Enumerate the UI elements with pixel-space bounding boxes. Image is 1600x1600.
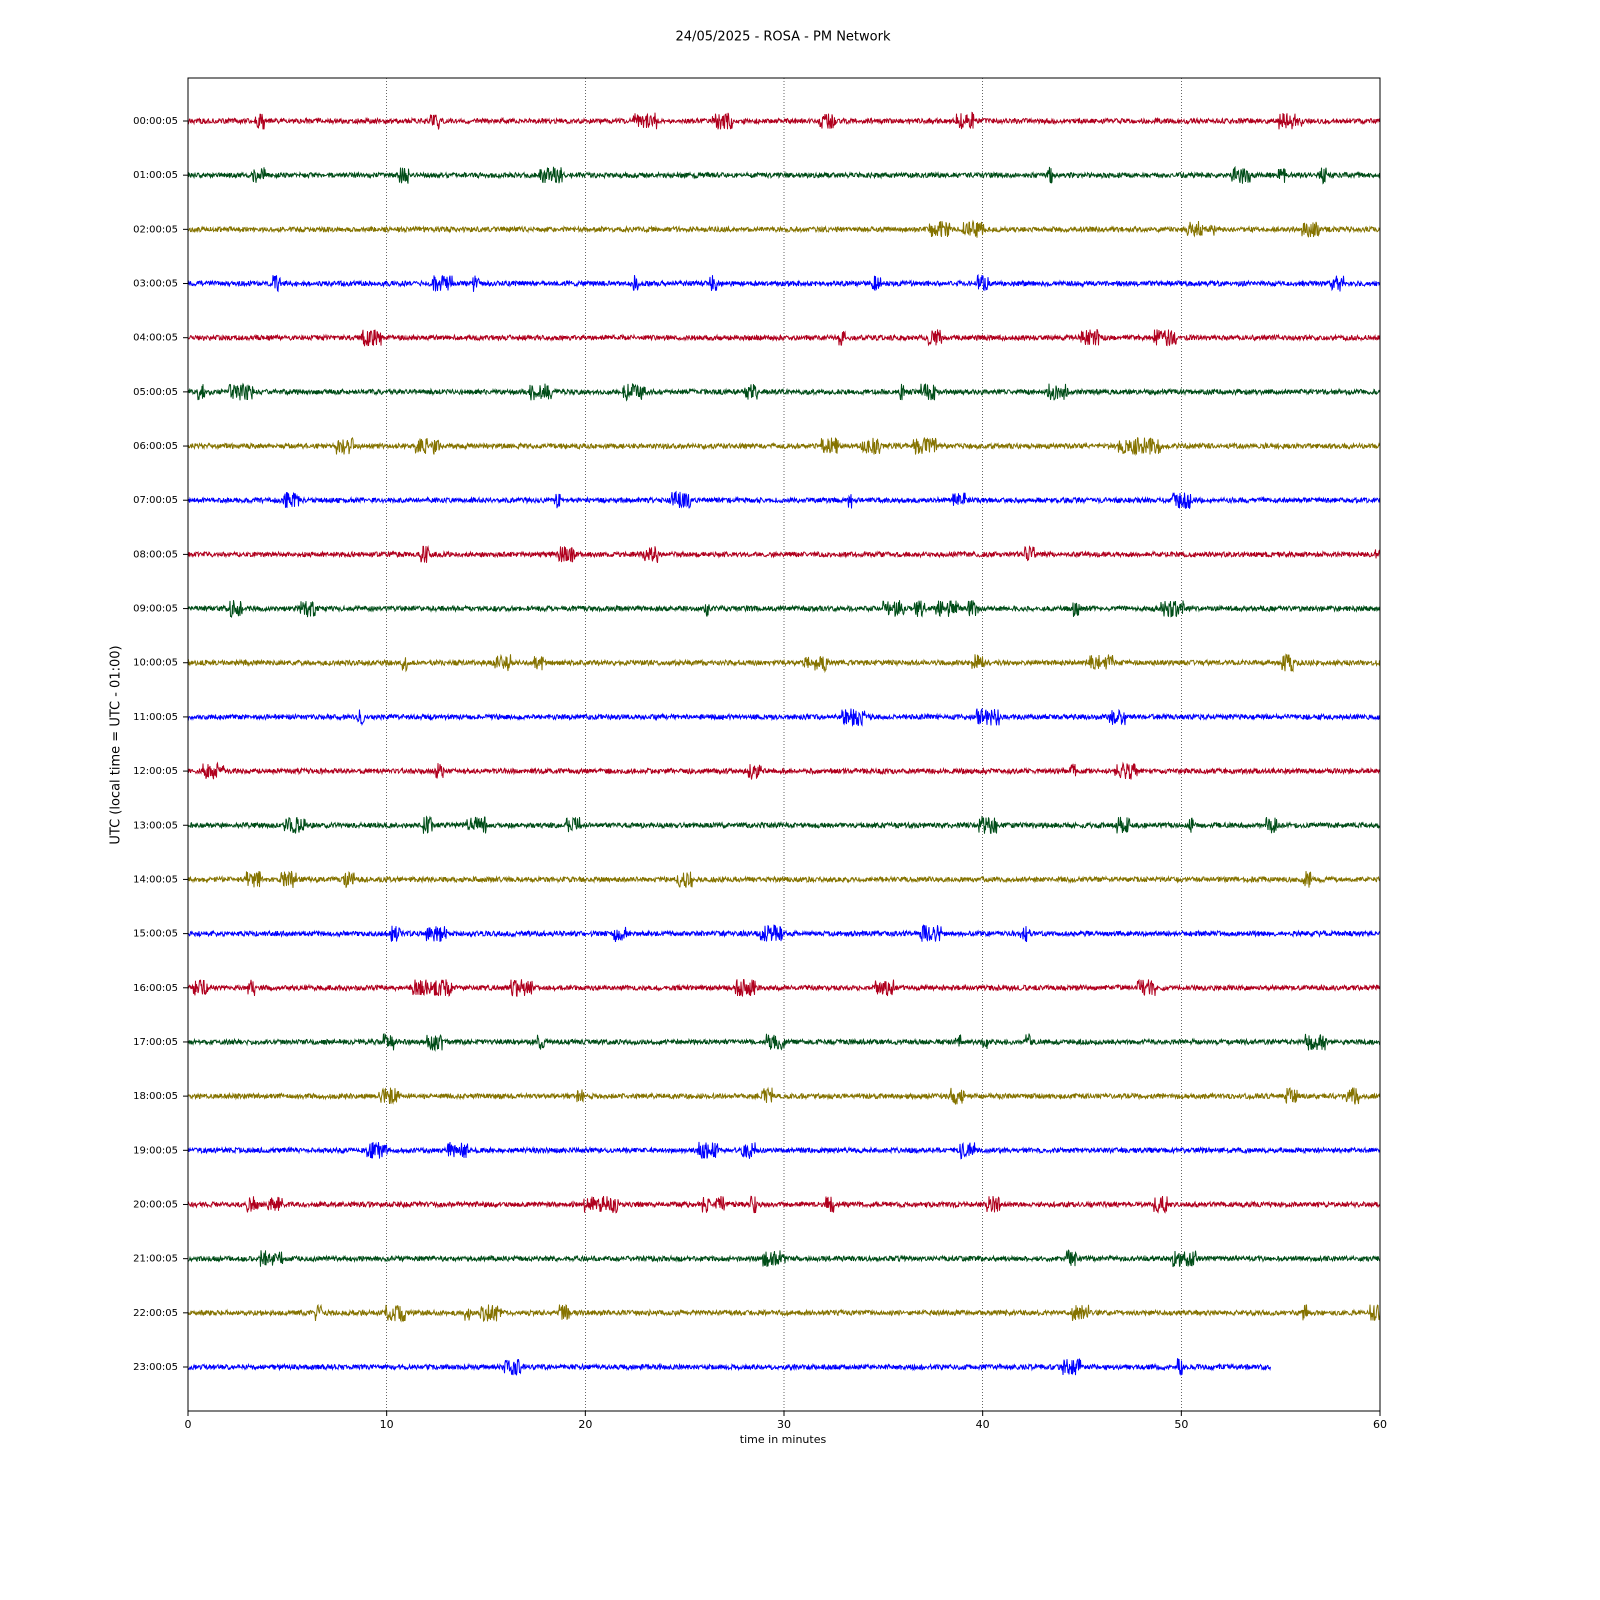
trace (187, 545, 1381, 563)
y-tick-label: 01:00:05 (133, 170, 178, 181)
trace (187, 1303, 1381, 1323)
y-tick-label: 22:00:05 (133, 1308, 178, 1319)
x-axis-label: time in minutes (740, 1433, 827, 1446)
y-tick-label: 06:00:05 (133, 441, 178, 452)
y-tick-label: 19:00:05 (133, 1145, 178, 1156)
x-tick-label: 40 (976, 1418, 990, 1431)
x-tick-label: 50 (1174, 1418, 1188, 1431)
y-tick-label: 05:00:05 (133, 387, 178, 398)
trace (187, 1249, 1381, 1268)
y-tick-label: 20:00:05 (133, 1199, 178, 1210)
y-tick-label: 03:00:05 (133, 279, 178, 290)
y-tick-label: 02:00:05 (133, 224, 178, 235)
trace (187, 111, 1381, 130)
x-tick-label: 10 (380, 1418, 394, 1431)
trace (187, 1141, 1381, 1160)
y-tick-label: 07:00:05 (133, 495, 178, 506)
trace (187, 761, 1381, 780)
y-tick-label: 04:00:05 (133, 333, 178, 344)
x-tick-label: 30 (777, 1418, 791, 1431)
y-tick-label: 14:00:05 (133, 874, 178, 885)
trace (187, 978, 1381, 998)
x-tick-label: 20 (578, 1418, 592, 1431)
y-tick-label: 09:00:05 (133, 604, 178, 615)
x-tick-label: 0 (185, 1418, 192, 1431)
trace (187, 600, 1381, 619)
trace (187, 1195, 1381, 1214)
y-tick-label: 23:00:05 (133, 1362, 178, 1373)
trace (187, 436, 1381, 457)
trace (187, 1086, 1381, 1105)
y-tick-label: 15:00:05 (133, 929, 178, 940)
trace (187, 219, 1381, 238)
trace (187, 924, 1381, 943)
trace (187, 329, 1381, 347)
y-axis-label: UTC (local time = UTC - 01:00) (109, 645, 124, 844)
trace (187, 870, 1381, 888)
trace (187, 707, 1381, 727)
y-tick-label: 18:00:05 (133, 1091, 178, 1102)
y-tick-label: 00:00:05 (133, 116, 178, 127)
trace (188, 1357, 1271, 1376)
y-tick-label: 12:00:05 (133, 766, 178, 777)
y-tick-label: 17:00:05 (133, 1037, 178, 1048)
x-tick-label: 60 (1373, 1418, 1387, 1431)
trace (187, 815, 1381, 834)
y-tick-label: 16:00:05 (133, 983, 178, 994)
y-tick-label: 21:00:05 (133, 1254, 178, 1265)
trace (187, 490, 1381, 509)
chart-title: 24/05/2025 - ROSA - PM Network (676, 30, 891, 45)
trace (187, 653, 1381, 674)
trace (187, 1032, 1381, 1052)
trace (187, 165, 1381, 185)
y-tick-label: 10:00:05 (133, 658, 178, 669)
trace (187, 382, 1381, 402)
trace (187, 274, 1381, 293)
y-tick-label: 08:00:05 (133, 549, 178, 560)
plot-frame (187, 77, 1381, 1412)
y-tick-label: 13:00:05 (133, 820, 178, 831)
y-tick-label: 11:00:05 (133, 712, 178, 723)
